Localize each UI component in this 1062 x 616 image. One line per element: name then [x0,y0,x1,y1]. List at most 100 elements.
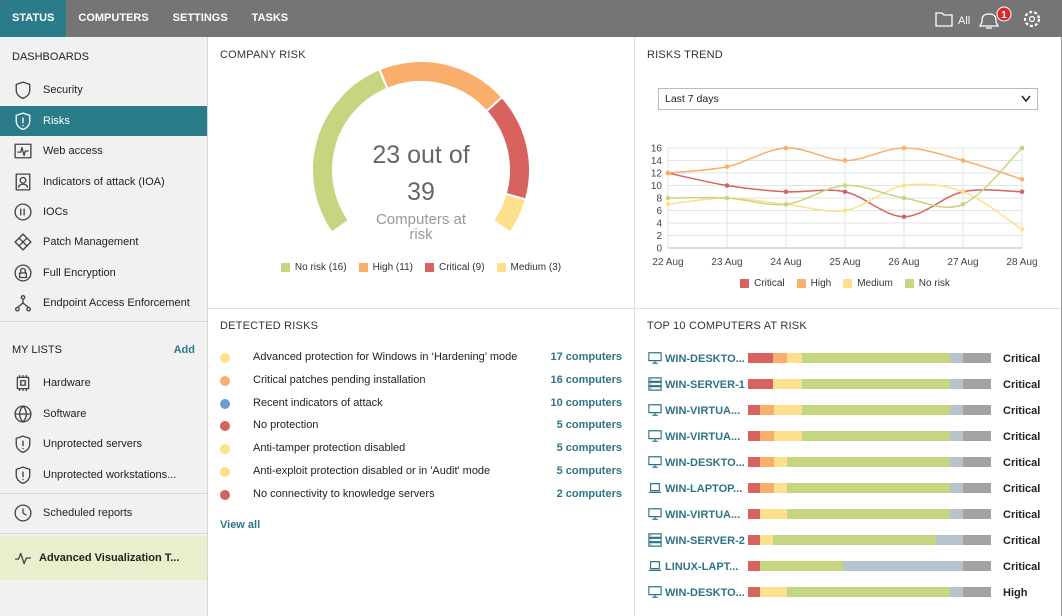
computer-name[interactable]: WIN-VIRTUA... [665,405,740,417]
bar-segment [787,509,950,519]
sidebar-label: IOCs [43,206,69,218]
risk-status: High [1003,587,1028,599]
sidebar-item[interactable]: Security [0,75,207,105]
y-tick-label: 8 [656,194,662,205]
icon-shape [15,295,31,312]
bar-segment [773,379,802,389]
icon-shape [648,404,662,416]
data-point [960,189,966,195]
data-point [665,170,671,176]
icon-shape [15,81,31,99]
risk-count[interactable]: 2 computers [556,487,622,500]
sidebar-item[interactable]: Scheduled reports [0,498,207,528]
y-tick-label: 16 [651,144,663,155]
sidebar-item[interactable]: Indicators of attack (IOA) [0,167,207,197]
legend-label: High [810,278,832,289]
risk-count[interactable]: 17 computers [550,351,622,363]
risk-count[interactable]: 10 computers [550,396,622,409]
sidebar-item[interactable]: Web access [0,136,207,166]
bar-segment [963,561,991,571]
risk-dot [220,489,230,500]
bar-segment [787,457,950,467]
bar-segment [748,353,773,363]
sidebar-item[interactable]: IOCs [0,197,207,227]
computer-name[interactable]: WIN-VIRTUA... [665,509,740,521]
nav-tab[interactable]: SETTINGS [172,12,228,24]
period-dropdown[interactable]: Last 7 days [658,88,1038,110]
folder-icon[interactable] [935,12,953,27]
risk-label: Advanced protection for Windows in ‘Hard… [253,351,518,363]
sidebar-item[interactable]: Advanced Visualization T... [0,536,207,580]
view-all-link[interactable]: View all [220,519,261,531]
computer-name[interactable]: WIN-LAPTOP... [665,483,742,495]
data-point [842,208,848,213]
computer-name[interactable]: WIN-DESKTO... [665,457,745,469]
risk-count[interactable]: 5 computers [556,419,622,432]
sidebar-item[interactable]: Patch Management [0,227,207,257]
bar-segment [950,353,963,363]
nav-tab[interactable]: STATUS [0,0,67,37]
data-point [901,145,907,151]
risk-row: No connectivity to knowledge servers 2 co… [208,487,634,503]
computer-icon [648,508,662,520]
icon-shape [648,352,662,364]
data-point [783,189,789,195]
computer-name[interactable]: WIN-DESKTO... [665,587,745,599]
bar-segment [773,353,787,363]
data-point [783,145,789,151]
computer-name[interactable]: WIN-DESKTO... [665,353,745,365]
risk-count[interactable]: 16 computers [550,373,622,386]
panel-title: DETECTED RISKS [220,320,319,332]
computer-name[interactable]: WIN-VIRTUA... [665,431,740,443]
data-point [842,189,848,195]
gauge-center: 23 out of 39 Computers at risk [351,136,491,242]
settings-icon[interactable] [1023,10,1041,28]
risk-status: Critical [1003,431,1040,443]
sidebar-item[interactable]: Risks [0,106,207,136]
filter-label[interactable]: All [958,15,970,27]
sidebar-item[interactable]: Endpoint Access Enforcement [0,288,207,318]
panel-title: TOP 10 COMPUTERS AT RISK [647,320,807,332]
badge [996,6,1012,22]
sidebar-label: Risks [43,115,70,127]
add-link[interactable]: Add [173,344,195,356]
bar-segment [748,561,760,571]
nav-tab[interactable]: COMPUTERS [78,12,149,24]
bar-segment [950,457,963,467]
sidebar-item[interactable]: Unprotected servers [0,429,207,459]
sidebar-label: Software [43,408,87,420]
sidebar-item[interactable]: Software [0,399,207,429]
computer-name[interactable]: WIN-SERVER-2 [665,535,745,547]
icon-shape [15,173,31,191]
sidebar-icon [15,435,31,453]
bar-segment [787,587,950,597]
bar-segment [936,535,963,545]
legend-label: Critical (9) [438,262,485,273]
bar-segment [774,431,802,441]
sidebar-item[interactable]: Unprotected workstations... [0,460,207,490]
risk-status: Critical [1003,561,1040,573]
data-point [665,195,671,201]
sidebar-item[interactable]: Full Encryption [0,258,207,288]
nav-tab[interactable]: TASKS [251,12,289,24]
computer-icon [648,377,662,391]
risk-count[interactable]: 5 computers [556,465,622,477]
sidebar-label: Unprotected servers [43,438,143,450]
risk-count[interactable]: 5 computers [556,442,622,455]
risk-label: Critical patches pending installation [253,373,426,386]
bar-segment [748,405,760,415]
bar-segment [748,457,760,467]
computer-name[interactable]: LINUX-LAPT... [665,561,738,573]
sidebar-item[interactable]: Hardware [0,368,207,398]
data-point [842,158,848,163]
computer-icon [648,561,662,571]
icon-shape [14,203,32,221]
divider [634,37,635,616]
bar-segment [963,353,991,363]
notifications-icon[interactable] [978,13,1000,29]
icon-shape [15,435,31,453]
gauge [311,60,531,234]
legend: No risk (16) High (11) Critical (9) Medium … [208,262,634,273]
y-tick-label: 14 [651,156,663,167]
computer-name[interactable]: WIN-SERVER-1 [665,379,745,391]
